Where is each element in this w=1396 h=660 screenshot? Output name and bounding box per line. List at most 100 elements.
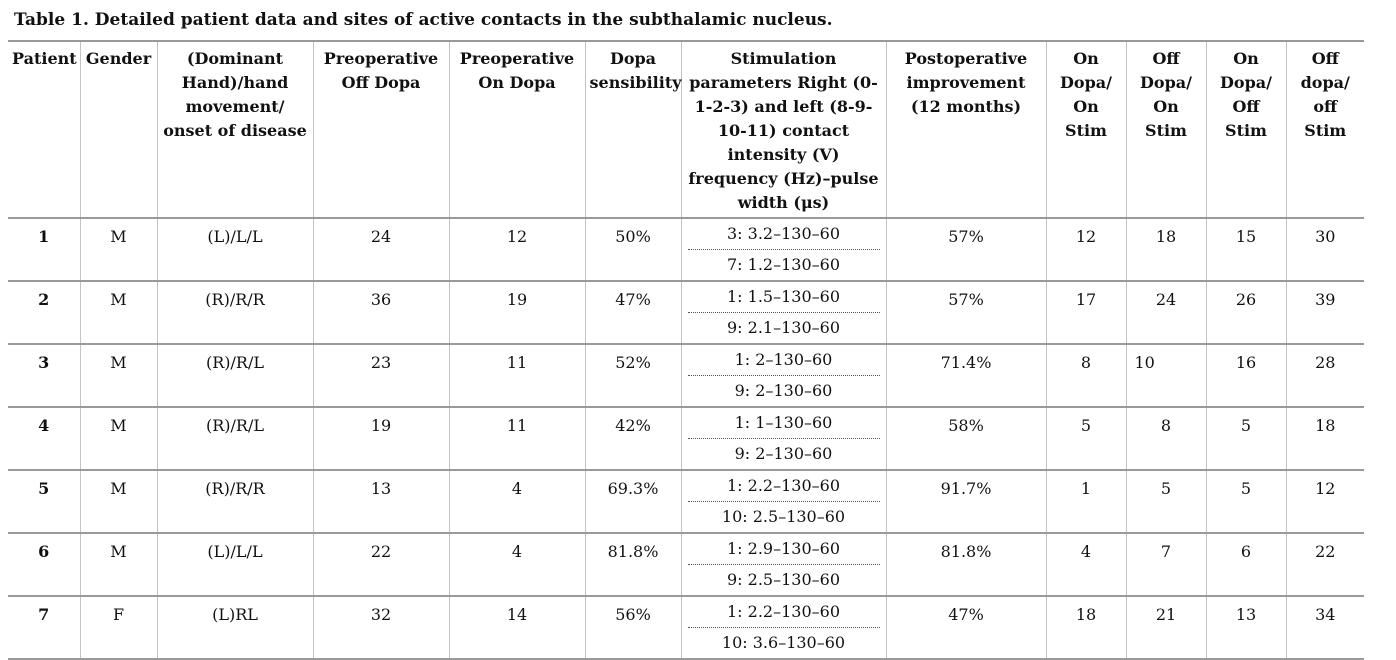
cell-preop-on: 11: [448, 344, 585, 408]
cell-preop-off: 32: [312, 596, 449, 660]
cell-gender: M: [79, 281, 157, 345]
cell-sensibility: 81.8%: [584, 533, 681, 597]
cell-postop: 91.7%: [885, 470, 1046, 534]
cell-sensibility: 52%: [584, 344, 681, 408]
cell-preop-on: 11: [448, 407, 585, 471]
cell-hand: (R)/R/L: [156, 344, 313, 408]
cell-postop: 58%: [885, 407, 1046, 471]
cell-stimulation: 1: 2.2–130–60 10: 2.5–130–60: [680, 470, 886, 534]
cell-gender: M: [79, 407, 157, 471]
cell-on-on: 12: [1045, 218, 1126, 282]
stim-left: 9: 2.5–130–60: [727, 570, 840, 589]
cell-off-off: 12: [1285, 470, 1364, 534]
header-preop-off-dopa: Preoperative Off Dopa: [312, 40, 449, 219]
cell-stimulation: 1: 2–130–60 9: 2–130–60: [680, 344, 886, 408]
cell-on-off: 6: [1205, 533, 1286, 597]
cell-preop-off: 13: [312, 470, 449, 534]
cell-postop: 57%: [885, 281, 1046, 345]
stim-left: 9: 2.1–130–60: [727, 318, 840, 337]
cell-patient: 3: [8, 344, 80, 408]
cell-hand: (L)RL: [156, 596, 313, 660]
stim-right: 1: 1.5–130–60: [687, 282, 880, 313]
cell-preop-on: 12: [448, 218, 585, 282]
cell-hand: (R)/R/R: [156, 281, 313, 345]
header-hand: (Dominant Hand)/hand movement/ onset of …: [156, 40, 313, 219]
cell-preop-off: 23: [312, 344, 449, 408]
table-row: 5 M (R)/R/R 13 4 69.3% 1: 2.2–130–60 10:…: [8, 470, 1364, 534]
cell-gender: M: [79, 533, 157, 597]
stim-right: 1: 2.2–130–60: [687, 471, 880, 502]
cell-stimulation: 1: 2.2–130–60 10: 3.6–130–60: [680, 596, 886, 660]
cell-on-off: 5: [1205, 470, 1286, 534]
cell-preop-on: 4: [448, 470, 585, 534]
cell-stimulation: 1: 1–130–60 9: 2–130–60: [680, 407, 886, 471]
cell-patient: 1: [8, 218, 80, 282]
cell-off-on: 8: [1125, 407, 1206, 471]
stim-right: 1: 2.2–130–60: [687, 597, 880, 628]
cell-sensibility: 56%: [584, 596, 681, 660]
table-caption: Table 1. Detailed patient data and sites…: [14, 10, 833, 30]
page: Table 1. Detailed patient data and sites…: [8, 10, 1364, 660]
stim-right: 3: 3.2–130–60: [687, 219, 880, 250]
cell-off-off: 28: [1285, 344, 1364, 408]
header-patient: Patient: [8, 40, 80, 219]
table-row: 4 M (R)/R/L 19 11 42% 1: 1–130–60 9: 2–1…: [8, 407, 1364, 471]
header-off-dopa-off-stim: Off dopa/ off Stim: [1285, 40, 1364, 219]
cell-gender: M: [79, 344, 157, 408]
cell-on-off: 26: [1205, 281, 1286, 345]
cell-off-on: 7: [1125, 533, 1206, 597]
cell-off-on: 18: [1125, 218, 1206, 282]
cell-off-on: 5: [1125, 470, 1206, 534]
cell-preop-off: 19: [312, 407, 449, 471]
cell-sensibility: 50%: [584, 218, 681, 282]
cell-on-on: 17: [1045, 281, 1126, 345]
cell-preop-on: 4: [448, 533, 585, 597]
cell-off-off: 18: [1285, 407, 1364, 471]
table-row: 1 M (L)/L/L 24 12 50% 3: 3.2–130–60 7: 1…: [8, 218, 1364, 282]
cell-on-off: 13: [1205, 596, 1286, 660]
header-on-dopa-off-stim: On Dopa/ Off Stim: [1205, 40, 1286, 219]
cell-on-off: 15: [1205, 218, 1286, 282]
header-stimulation-parameters: Stimulation parameters Right (0-1-2-3) a…: [680, 40, 886, 219]
cell-hand: (L)/L/L: [156, 533, 313, 597]
stim-left: 7: 1.2–130–60: [727, 255, 840, 274]
cell-preop-off: 36: [312, 281, 449, 345]
cell-off-on: 24: [1125, 281, 1206, 345]
cell-on-on: 8: [1045, 344, 1126, 408]
cell-patient: 7: [8, 596, 80, 660]
stim-right: 1: 2.9–130–60: [687, 534, 880, 565]
cell-sensibility: 47%: [584, 281, 681, 345]
cell-preop-on: 19: [448, 281, 585, 345]
cell-sensibility: 42%: [584, 407, 681, 471]
cell-hand: (R)/R/L: [156, 407, 313, 471]
cell-off-on: 21: [1125, 596, 1206, 660]
cell-preop-on: 14: [448, 596, 585, 660]
cell-hand: (R)/R/R: [156, 470, 313, 534]
header-dopa-sensibility: Dopa sensibility: [584, 40, 682, 219]
header-row: Patient Gender (Dominant Hand)/hand move…: [8, 40, 1364, 219]
cell-postop: 71.4%: [885, 344, 1046, 408]
header-postop-improvement: Postoperative improvement (12 months): [885, 40, 1046, 219]
cell-off-on: 10: [1125, 344, 1206, 408]
cell-postop: 81.8%: [885, 533, 1046, 597]
cell-off-off: 22: [1285, 533, 1364, 597]
stim-left: 10: 2.5–130–60: [721, 507, 846, 526]
stim-left: 9: 2–130–60: [734, 444, 833, 463]
cell-on-on: 4: [1045, 533, 1126, 597]
cell-off-off: 34: [1285, 596, 1364, 660]
cell-gender: M: [79, 218, 157, 282]
cell-hand: (L)/L/L: [156, 218, 313, 282]
header-off-dopa-on-stim: Off Dopa/ On Stim: [1125, 40, 1206, 219]
cell-on-off: 16: [1205, 344, 1286, 408]
table-row: 3 M (R)/R/L 23 11 52% 1: 2–130–60 9: 2–1…: [8, 344, 1364, 408]
stim-left: 10: 3.6–130–60: [721, 633, 846, 652]
stim-left: 9: 2–130–60: [734, 381, 833, 400]
cell-stimulation: 1: 1.5–130–60 9: 2.1–130–60: [680, 281, 886, 345]
cell-patient: 2: [8, 281, 80, 345]
cell-gender: F: [79, 596, 157, 660]
cell-postop: 57%: [885, 218, 1046, 282]
cell-on-on: 1: [1045, 470, 1126, 534]
cell-on-off: 5: [1205, 407, 1286, 471]
cell-preop-off: 22: [312, 533, 449, 597]
table-row: 7 F (L)RL 32 14 56% 1: 2.2–130–60 10: 3.…: [8, 596, 1364, 660]
